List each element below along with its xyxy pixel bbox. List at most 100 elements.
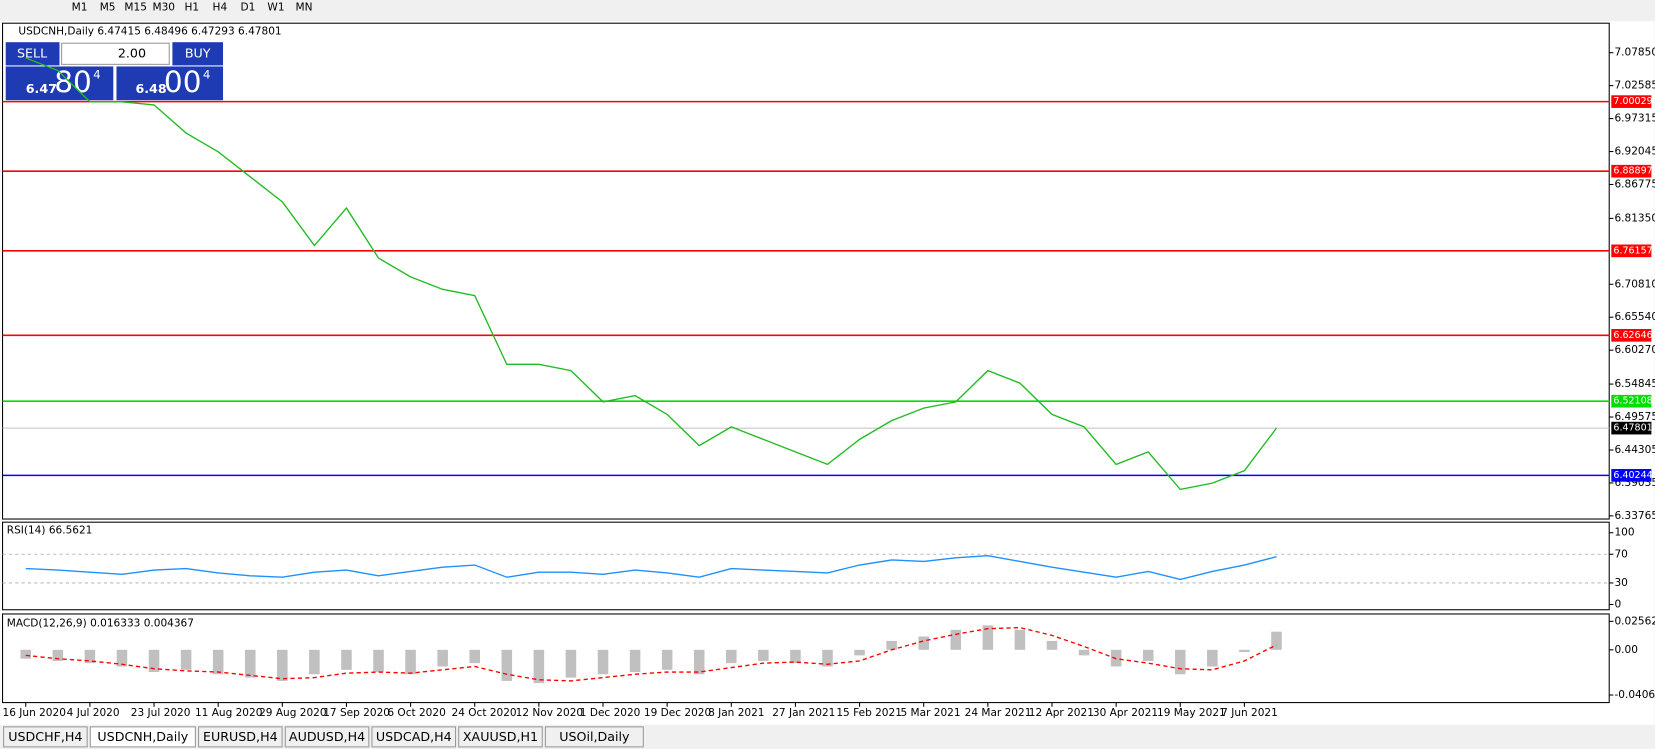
y-tick-label: 70 xyxy=(1614,548,1627,560)
x-tick-label: 12 Apr 2021 xyxy=(1029,707,1094,719)
bid-frac: 4 xyxy=(93,67,100,81)
macd-bar xyxy=(854,649,865,656)
macd-bar xyxy=(693,649,705,675)
tab-label: AUDUSD,H4 xyxy=(289,729,365,744)
y-tick-label: 6.44305 xyxy=(1614,444,1655,456)
period-button[interactable]: D1 xyxy=(241,1,256,13)
tab[interactable] xyxy=(458,726,543,748)
level-label-box xyxy=(1611,469,1652,482)
y-tick-label: 0 xyxy=(1614,598,1621,610)
trade-panel: SELL 2.00 BUY 6.47 80 4 6.48 00 4 xyxy=(5,42,224,101)
y-tick-label: 6.54845 xyxy=(1614,378,1655,390)
level-label-box xyxy=(1611,394,1652,408)
y-tick-label: -0.040687 xyxy=(1614,689,1655,701)
buy-label: BUY xyxy=(185,45,211,60)
y-tick-label: 6.39035 xyxy=(1614,477,1655,489)
lots-input[interactable] xyxy=(61,42,170,65)
period-button[interactable]: H4 xyxy=(213,1,228,13)
level-label: 6.88897 xyxy=(1613,166,1652,177)
tab[interactable] xyxy=(3,726,88,748)
macd-bar xyxy=(1078,649,1090,656)
macd-bar xyxy=(277,649,288,681)
ask-box[interactable] xyxy=(116,66,224,101)
macd-bar xyxy=(565,649,577,678)
buy-button[interactable] xyxy=(172,42,224,66)
macd-bar xyxy=(918,636,929,650)
macd-bar xyxy=(1239,649,1250,653)
tab-label: USDCHF,H4 xyxy=(8,729,82,744)
macd-bar xyxy=(661,649,673,670)
x-tick-label: 12 Nov 2020 xyxy=(516,707,583,719)
macd-bar xyxy=(597,649,609,675)
ask-frac: 4 xyxy=(203,67,210,81)
macd-bar xyxy=(533,649,545,684)
x-tick-label: 24 Mar 2021 xyxy=(965,707,1032,719)
macd-bar xyxy=(1046,640,1058,650)
x-tick-label: 6 Oct 2020 xyxy=(387,707,445,719)
x-tick-label: 7 Jun 2021 xyxy=(1221,707,1278,719)
y-tick-label: 0.025623 xyxy=(1614,615,1655,627)
x-tick-label: 30 Apr 2021 xyxy=(1093,707,1158,719)
macd-bar xyxy=(982,625,994,650)
tab[interactable] xyxy=(89,726,196,748)
lots-value: 2.00 xyxy=(118,45,146,60)
period-button[interactable]: M30 xyxy=(152,1,175,13)
period-button[interactable]: W1 xyxy=(267,1,284,13)
x-tick-label: 15 Feb 2021 xyxy=(836,707,902,719)
period-button[interactable]: M1 xyxy=(72,1,88,13)
y-tick-label: 6.49575 xyxy=(1614,411,1655,423)
macd-bar xyxy=(469,649,481,664)
macd-bar xyxy=(1014,629,1026,650)
tab-label: EURUSD,H4 xyxy=(203,729,278,744)
macd-bar xyxy=(1142,649,1154,661)
x-tick-label: 27 Jan 2021 xyxy=(772,707,835,719)
x-tick-label: 29 Aug 2020 xyxy=(259,707,326,719)
macd-bar xyxy=(180,649,192,670)
tab-label: XAUUSD,H1 xyxy=(463,729,538,744)
sell-button[interactable] xyxy=(5,42,60,66)
ask-pips: 00 xyxy=(164,65,202,99)
level-label: 7.00029 xyxy=(1613,96,1652,107)
y-tick-label: 6.97315 xyxy=(1614,113,1655,125)
level-label: 6.76157 xyxy=(1613,245,1652,256)
y-tick-label: 6.65540 xyxy=(1614,311,1655,323)
macd-bar xyxy=(758,649,769,661)
macd-bar xyxy=(1271,631,1282,650)
macd-bar xyxy=(52,649,64,661)
period-button[interactable]: M15 xyxy=(124,1,146,13)
tab[interactable] xyxy=(198,726,283,748)
period-button[interactable]: MN xyxy=(296,1,313,13)
tab-label: USDCAD,H4 xyxy=(376,729,452,744)
y-tick-label: 6.92045 xyxy=(1614,146,1655,158)
period-button[interactable]: M5 xyxy=(100,1,116,13)
y-tick-label: 6.70810 xyxy=(1614,278,1655,290)
level-label-box xyxy=(1611,244,1652,258)
tab[interactable] xyxy=(284,726,370,748)
y-tick-label: 7.02585 xyxy=(1614,80,1655,92)
chart-header: USDCNH,Daily 6.47415 6.48496 6.47293 6.4… xyxy=(18,26,281,38)
bid-big: 6.47 xyxy=(26,81,57,96)
macd-panel xyxy=(2,613,1610,704)
chart-window xyxy=(0,21,1655,725)
x-tick-label: 8 Jan 2021 xyxy=(708,707,764,719)
x-tick-label: 19 Dec 2020 xyxy=(644,707,711,719)
macd-bar xyxy=(629,649,641,673)
macd-bar xyxy=(309,649,320,675)
level-label: 6.40244 xyxy=(1613,470,1652,481)
level-label: 6.52108 xyxy=(1613,396,1652,407)
x-tick-label: 4 Jul 2020 xyxy=(67,707,120,719)
tab[interactable] xyxy=(544,726,644,748)
ask-big: 6.48 xyxy=(135,81,166,96)
tab[interactable] xyxy=(371,726,457,748)
level-label: 6.62646 xyxy=(1613,330,1652,341)
period-button[interactable]: H1 xyxy=(184,1,199,13)
macd-bar xyxy=(501,649,513,681)
macd-bar xyxy=(886,640,897,650)
level-label-box xyxy=(1611,95,1652,108)
rsi-title: RSI(14) 66.5621 xyxy=(7,525,93,537)
macd-bar xyxy=(84,649,96,664)
y-tick-label: 30 xyxy=(1614,577,1627,589)
x-tick-label: 11 Aug 2020 xyxy=(195,707,262,719)
macd-bar xyxy=(950,629,962,650)
